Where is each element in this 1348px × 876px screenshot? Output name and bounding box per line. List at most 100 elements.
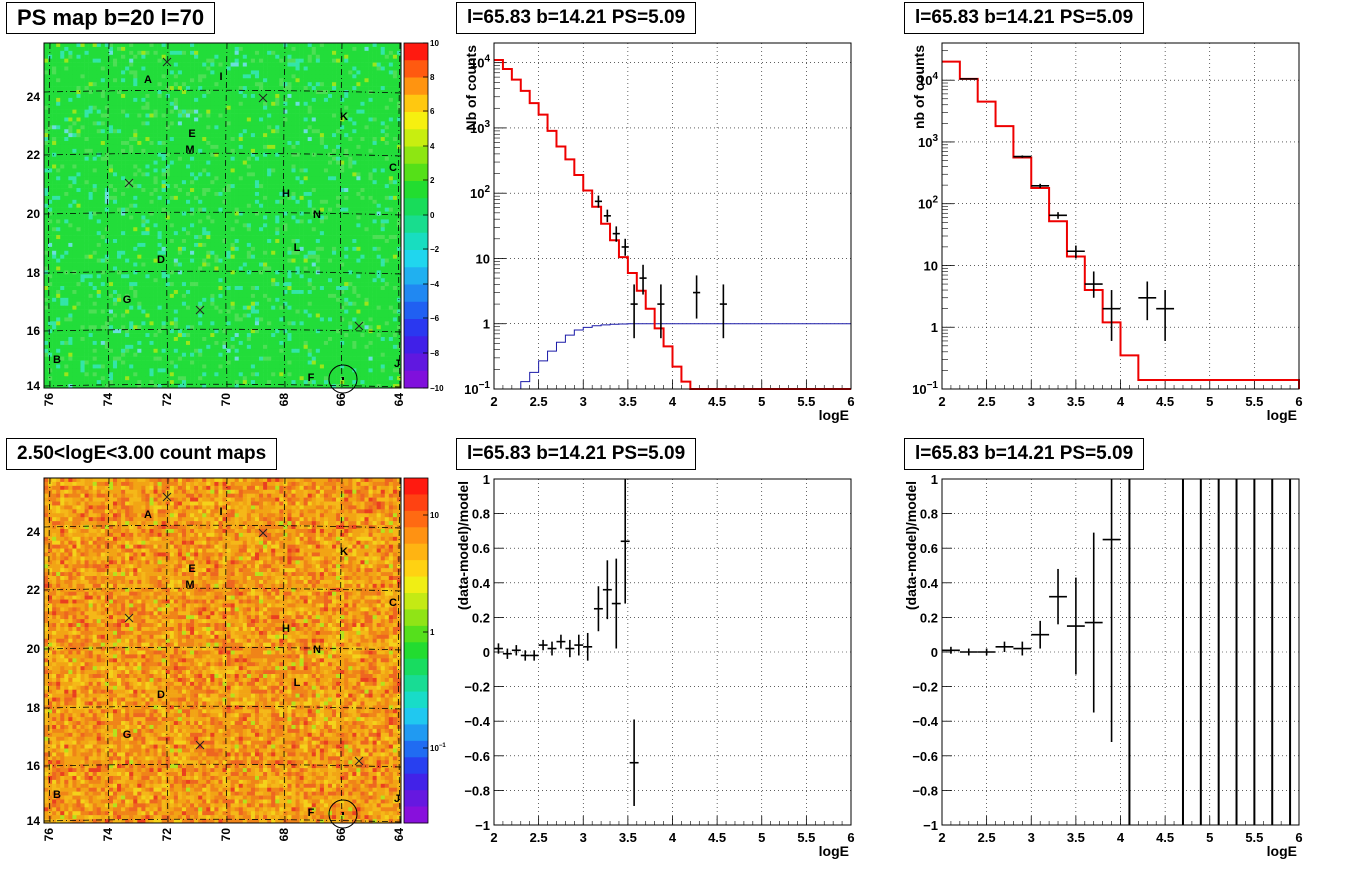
ps-map-cell (283, 117, 288, 122)
ps-map-cell (230, 74, 235, 79)
ps-map-cell (141, 66, 146, 71)
ps-map-cell (149, 74, 154, 79)
ps-map-cell (121, 211, 126, 216)
ps-map-cell (141, 199, 146, 205)
ps-map-cell (283, 191, 288, 197)
ps-map-cell (246, 109, 252, 114)
ps-map-cell (202, 129, 207, 134)
ps-map-cell (133, 215, 138, 220)
ps-map-cell (250, 156, 256, 161)
ps-map-cell (177, 62, 183, 67)
ps-map-cell (384, 246, 390, 252)
ps-map-cell (44, 258, 49, 263)
ps-map-cell (336, 152, 341, 157)
ps-map-cell (307, 223, 313, 228)
ps-map-cell (352, 195, 357, 201)
ps-map-cell (149, 121, 154, 126)
ps-map-cell (250, 207, 256, 212)
ps-map-cell (230, 129, 235, 134)
ps-map-cell (185, 90, 191, 95)
ps-map-cell (287, 250, 292, 255)
ps-map-cell (311, 168, 317, 173)
ps-map-cell (125, 160, 130, 165)
ps-map-cell (121, 66, 126, 71)
ps-map-cell (169, 129, 175, 134)
ps-map-cell (340, 101, 345, 107)
ps-map-cell (185, 141, 191, 146)
ps-map-cell (165, 191, 171, 197)
ps-map-cell (169, 250, 175, 255)
ps-map-cell (100, 164, 106, 169)
ps-map-cell (352, 246, 357, 252)
ps-map-cell (206, 54, 211, 59)
ps-map-cell (60, 109, 65, 114)
ps-map-cell (56, 125, 61, 130)
ps-map-cell (149, 191, 154, 197)
ps-map-cell (198, 101, 203, 107)
ps-map-cell (56, 101, 61, 107)
ps-map-cell (194, 160, 199, 165)
ps-map-cell (299, 160, 304, 165)
ps-map-cell (396, 50, 402, 56)
ps-map-cell (263, 250, 268, 255)
ps-map-cell (340, 121, 345, 126)
ps-map-cell (218, 223, 223, 228)
ps-map-cell (307, 246, 313, 252)
ps-map-cell (48, 50, 53, 56)
ps-map-cell (364, 43, 369, 48)
ps-map-cell (327, 62, 333, 67)
ps-map-cell (283, 133, 288, 138)
ps-map-cell (299, 62, 304, 67)
ps-map-cell (181, 54, 187, 59)
ps-map-cell (210, 133, 215, 138)
ps-map-cell (64, 121, 69, 126)
ps-map-cell (194, 262, 199, 267)
ps-map-cell (157, 164, 162, 169)
ps-map-cell (222, 219, 227, 224)
ps-map-cell (56, 62, 61, 67)
ps-map-cell (173, 176, 179, 181)
ps-map-cell (307, 133, 313, 138)
ps-map-cell (340, 180, 345, 185)
ps-map-cell (214, 250, 219, 255)
ps-map-cell (271, 74, 276, 79)
ps-map-cell (165, 141, 171, 146)
ps-map-cell (88, 258, 93, 263)
ps-map-cell (238, 152, 244, 157)
ps-map-cell (177, 66, 183, 71)
ps-map-cell (254, 70, 260, 75)
ps-map-cell (352, 105, 357, 110)
ps-map-cell (271, 125, 276, 130)
ps-map-cell (234, 66, 240, 71)
ps-map-cell (392, 43, 398, 48)
ps-map-cell (299, 148, 304, 154)
ps-map-cell (275, 152, 280, 157)
ps-map-cell (295, 152, 300, 157)
ps-map-cell (242, 262, 248, 267)
ps-map-cell (230, 246, 235, 252)
ps-map-cell (299, 109, 304, 114)
ps-map-cell (96, 195, 102, 201)
ps-map-cell (96, 109, 102, 114)
ps-map-cell (348, 176, 353, 181)
ps-map-cell (356, 203, 361, 208)
ps-map-cell (323, 66, 329, 71)
ps-map-cell (222, 121, 227, 126)
ps-map-cell (380, 141, 386, 146)
ps-map-cell (332, 144, 337, 150)
ps-map-cell (380, 62, 386, 67)
ps-map-cell (384, 211, 390, 216)
ps-map-cell (214, 86, 219, 91)
ps-map-cell (250, 50, 256, 56)
ps-map-cell (222, 242, 227, 248)
ps-map-cell (291, 191, 296, 197)
ps-map-cell (259, 117, 264, 122)
ps-map-cell (360, 117, 365, 122)
ps-map-cell (230, 101, 235, 107)
ps-map-cell (117, 231, 122, 236)
ps-map-cell (254, 133, 260, 138)
ps-map-cell (299, 93, 304, 99)
ps-map-cell (348, 250, 353, 255)
ps-map-cell (157, 105, 162, 110)
ps-map-cell (344, 207, 349, 212)
